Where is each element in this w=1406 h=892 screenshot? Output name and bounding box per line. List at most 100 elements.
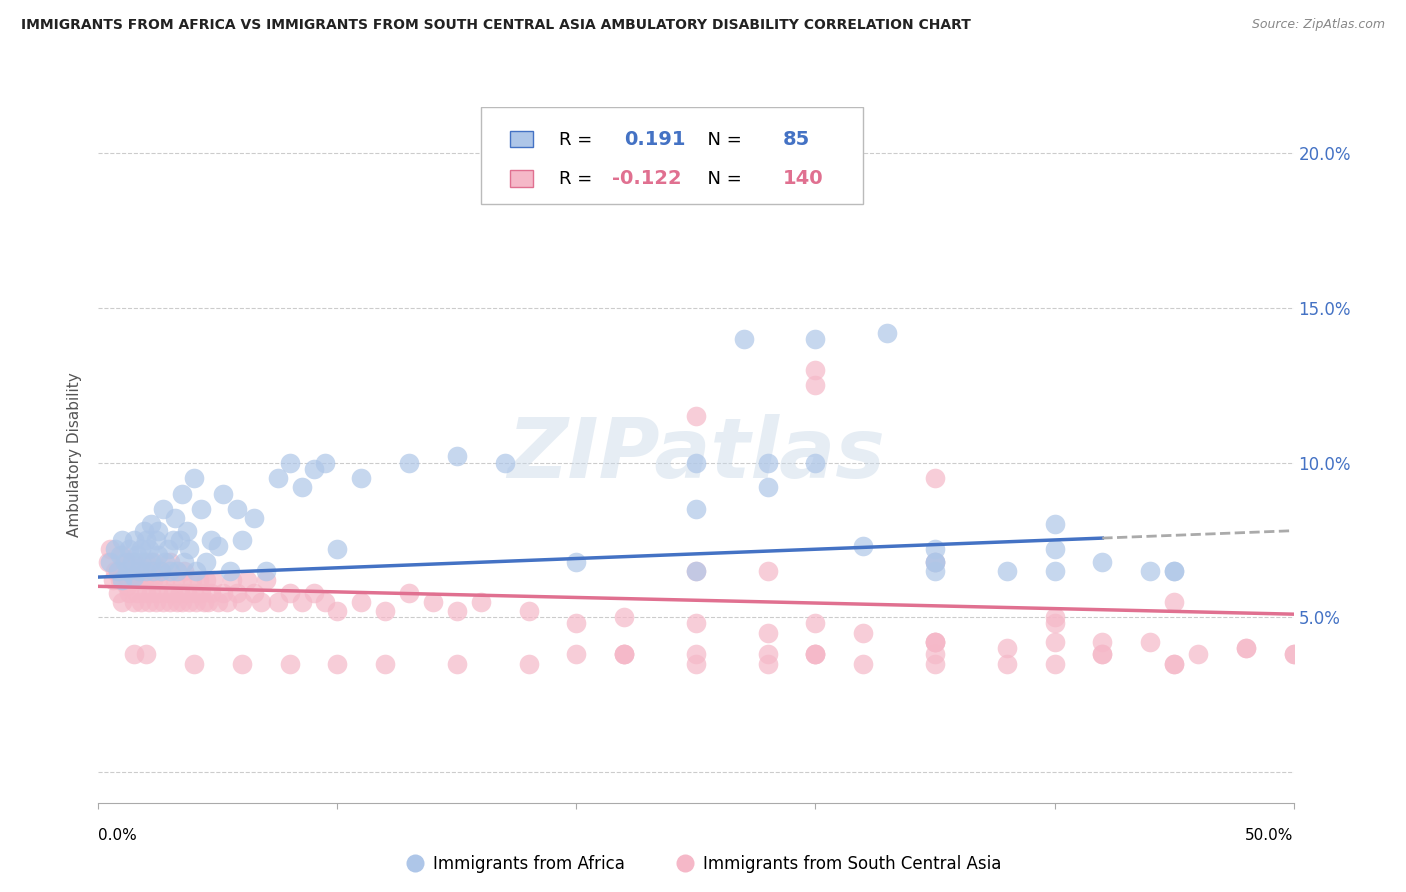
Point [924,657,946,671]
Point [278,585,301,599]
Point [139,555,162,569]
Point [131,542,153,557]
Text: 140: 140 [783,169,824,188]
Point [197,595,219,609]
Point [350,471,373,485]
Point [125,564,148,578]
Point [207,595,229,609]
Point [111,595,134,609]
Point [98,542,122,557]
Point [1282,648,1305,662]
Point [995,657,1018,671]
Point [124,595,146,609]
Point [114,564,136,578]
Point [128,564,150,578]
Point [422,595,444,609]
Text: Source: ZipAtlas.com: Source: ZipAtlas.com [1251,18,1385,31]
Point [565,616,588,631]
Point [1091,648,1114,662]
Point [326,542,349,557]
Point [804,648,827,662]
Point [159,564,181,578]
Point [179,542,201,557]
Point [172,486,194,500]
Point [111,549,134,563]
Point [924,564,946,578]
Point [135,648,157,662]
Point [350,595,373,609]
Point [145,595,167,609]
Point [756,480,779,494]
Point [111,533,134,547]
Point [685,502,707,516]
Point [124,573,146,587]
Point [924,635,946,649]
Point [924,555,946,569]
Point [132,573,155,587]
Point [517,657,540,671]
Point [219,564,242,578]
Point [183,657,205,671]
Point [152,502,174,516]
Point [326,657,349,671]
Point [190,502,212,516]
Point [613,610,636,624]
Point [97,555,120,569]
Point [173,564,195,578]
Point [132,524,155,538]
Text: 50.0%: 50.0% [1246,828,1294,843]
Point [166,564,188,578]
Point [1091,648,1114,662]
Point [179,595,201,609]
Point [267,595,290,609]
Point [446,657,468,671]
Point [156,585,179,599]
Point [231,533,253,547]
Point [180,573,202,587]
Point [107,564,129,578]
Point [804,378,827,392]
Point [155,555,177,569]
Point [291,595,314,609]
Point [1139,635,1161,649]
Text: N =: N = [696,170,748,188]
Point [142,555,165,569]
Point [756,625,779,640]
Text: -0.122: -0.122 [613,169,682,188]
Point [124,533,146,547]
Point [1163,595,1185,609]
Point [125,549,148,563]
Point [804,363,827,377]
FancyBboxPatch shape [509,131,533,147]
Point [121,564,143,578]
Point [131,595,153,609]
Text: R =: R = [558,170,598,188]
Text: ZIPatlas: ZIPatlas [508,415,884,495]
Point [685,616,707,631]
Point [1091,555,1114,569]
Point [231,657,253,671]
Point [162,533,184,547]
Point [756,657,779,671]
Point [804,456,827,470]
Point [1163,657,1185,671]
Point [1234,641,1257,656]
Point [924,542,946,557]
Point [131,555,153,569]
Point [194,573,218,587]
Point [135,533,157,547]
Point [166,595,188,609]
Point [162,585,184,599]
Point [142,564,165,578]
Point [685,456,707,470]
Point [398,585,420,599]
Point [685,564,707,578]
FancyBboxPatch shape [481,107,863,204]
Point [211,585,233,599]
Point [756,564,779,578]
Point [101,573,124,587]
Point [176,585,198,599]
Point [142,573,165,587]
Point [183,471,205,485]
Point [374,657,396,671]
